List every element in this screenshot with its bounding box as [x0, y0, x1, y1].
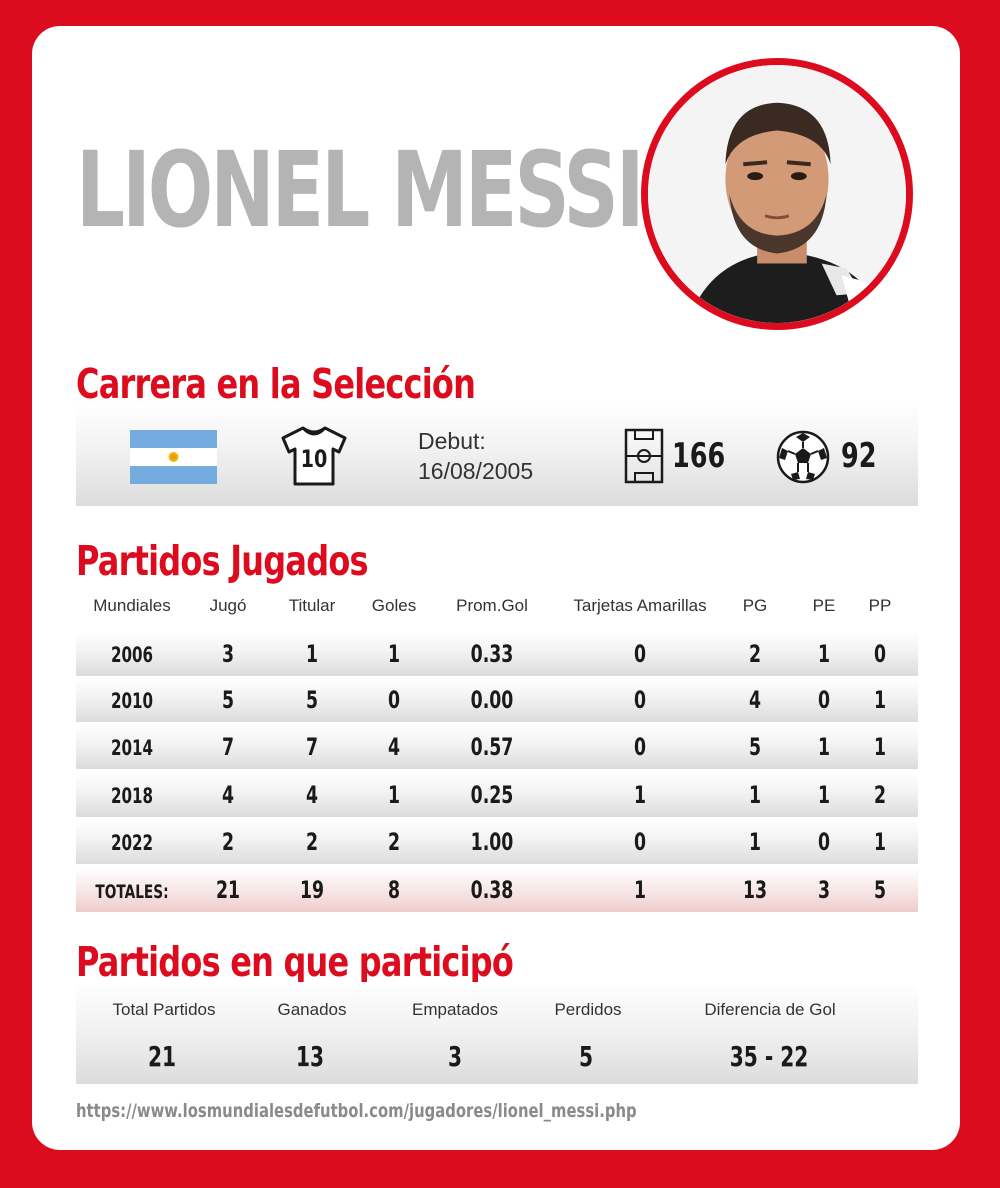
- matches-table-header: Mundiales Jugó Titular Goles Prom.Gol Ta…: [32, 596, 960, 622]
- total-titular: 19: [299, 876, 325, 904]
- player-portrait-icon: [648, 65, 906, 323]
- total-tarjetas: 1: [633, 876, 647, 904]
- col-header-tarjetas: Tarjetas Amarillas: [573, 596, 707, 615]
- cell-pg: 1: [748, 828, 762, 856]
- cell-year: 2022: [110, 831, 154, 855]
- cell-prom-gol: 0.33: [470, 640, 514, 668]
- cell-pe: 0: [817, 828, 831, 856]
- label-diferencia-gol: Diferencia de Gol: [704, 1000, 836, 1019]
- total-pp: 5: [873, 876, 887, 904]
- caps-count: 166: [672, 436, 726, 476]
- cell-titular: 7: [305, 733, 319, 761]
- value-diferencia-gol: 35 - 22: [729, 1040, 809, 1073]
- cell-titular: 1: [305, 640, 319, 668]
- cell-prom-gol: 1.00: [470, 828, 514, 856]
- cell-jugo: 5: [221, 686, 235, 714]
- cell-pe: 0: [817, 686, 831, 714]
- total-pg: 13: [742, 876, 768, 904]
- matches-section-title: Partidos Jugados: [76, 537, 369, 585]
- value-perdidos: 5: [578, 1040, 594, 1073]
- cell-tarjetas: 1: [633, 781, 647, 809]
- value-empatados: 3: [447, 1040, 463, 1073]
- cell-pp: 2: [873, 781, 887, 809]
- col-header-pe: PE: [812, 596, 836, 615]
- cell-goles: 0: [387, 686, 401, 714]
- source-url: https://www.losmundialesdefutbol.com/jug…: [76, 1100, 637, 1122]
- value-ganados: 13: [295, 1040, 325, 1073]
- col-header-titular: Titular: [288, 596, 336, 615]
- player-name: LIONEL MESSI: [76, 129, 645, 251]
- cell-pp: 0: [873, 640, 887, 668]
- argentina-flag-icon: [130, 430, 217, 484]
- cell-prom-gol: 0.25: [470, 781, 514, 809]
- col-header-pp: PP: [868, 596, 892, 615]
- table-row: 2006 3 1 1 0.33 0 2 1 0: [76, 632, 918, 676]
- label-empatados: Empatados: [412, 1000, 498, 1019]
- cell-year: 2010: [110, 689, 154, 713]
- totals-row: TOTALES: 21 19 8 0.38 1 13 3 5: [76, 868, 918, 912]
- total-pe: 3: [817, 876, 831, 904]
- cell-pp: 1: [873, 686, 887, 714]
- cell-goles: 1: [387, 640, 401, 668]
- cell-jugo: 2: [221, 828, 235, 856]
- goals-count: 92: [841, 436, 877, 476]
- participation-section-title: Partidos en que participó: [76, 938, 514, 986]
- cell-tarjetas: 0: [633, 733, 647, 761]
- cell-prom-gol: 0.57: [470, 733, 514, 761]
- cell-year: 2006: [110, 643, 154, 667]
- cell-pg: 4: [748, 686, 762, 714]
- table-row: 2022 2 2 2 1.00 0 1 0 1: [76, 820, 918, 864]
- cell-jugo: 4: [221, 781, 235, 809]
- cell-pg: 1: [748, 781, 762, 809]
- label-perdidos: Perdidos: [554, 1000, 622, 1019]
- debut-date: 16/08/2005: [418, 458, 534, 484]
- jersey-icon: 10: [281, 426, 347, 486]
- player-card: LIONEL MESSI Carrera en la Selección: [32, 26, 960, 1150]
- col-header-pg: PG: [742, 596, 768, 615]
- career-section-title: Carrera en la Selección: [76, 360, 476, 408]
- cell-tarjetas: 0: [633, 686, 647, 714]
- col-header-jugo: Jugó: [209, 596, 247, 615]
- table-row: 2018 4 4 1 0.25 1 1 1 2: [76, 773, 918, 817]
- cell-tarjetas: 0: [633, 640, 647, 668]
- cell-pp: 1: [873, 733, 887, 761]
- cell-titular: 2: [305, 828, 319, 856]
- col-header-prom-gol: Prom.Gol: [456, 596, 528, 615]
- cell-pg: 2: [748, 640, 762, 668]
- cell-jugo: 7: [221, 733, 235, 761]
- label-ganados: Ganados: [277, 1000, 347, 1019]
- cell-pe: 1: [817, 640, 831, 668]
- cell-pg: 5: [748, 733, 762, 761]
- soccer-ball-icon: [776, 430, 830, 484]
- col-header-mundiales: Mundiales: [93, 596, 171, 615]
- total-jugo: 21: [215, 876, 241, 904]
- cell-pe: 1: [817, 733, 831, 761]
- cell-goles: 1: [387, 781, 401, 809]
- debut-label: Debut:: [418, 428, 486, 454]
- col-header-goles: Goles: [371, 596, 417, 615]
- table-row: 2014 7 7 4 0.57 0 5 1 1: [76, 725, 918, 769]
- cell-titular: 4: [305, 781, 319, 809]
- totals-label: TOTALES:: [95, 881, 169, 903]
- label-total-partidos: Total Partidos: [112, 1000, 216, 1019]
- cell-goles: 2: [387, 828, 401, 856]
- value-total-partidos: 21: [147, 1040, 177, 1073]
- cell-year: 2014: [110, 736, 154, 760]
- cell-titular: 5: [305, 686, 319, 714]
- table-row: 2010 5 5 0 0.00 0 4 0 1: [76, 678, 918, 722]
- participation-band: Total Partidos Ganados Empatados Perdido…: [76, 982, 918, 1084]
- total-prom-gol: 0.38: [470, 876, 514, 904]
- shirt-number: 10: [300, 445, 328, 473]
- player-photo: [641, 58, 913, 330]
- cell-pe: 1: [817, 781, 831, 809]
- cell-tarjetas: 0: [633, 828, 647, 856]
- total-goles: 8: [387, 876, 401, 904]
- cell-prom-gol: 0.00: [470, 686, 514, 714]
- football-pitch-icon: [624, 428, 664, 484]
- cell-year: 2018: [110, 784, 154, 808]
- career-band: 10 Debut: 16/08/2005 166: [76, 402, 918, 506]
- cell-jugo: 3: [221, 640, 235, 668]
- cell-goles: 4: [387, 733, 401, 761]
- cell-pp: 1: [873, 828, 887, 856]
